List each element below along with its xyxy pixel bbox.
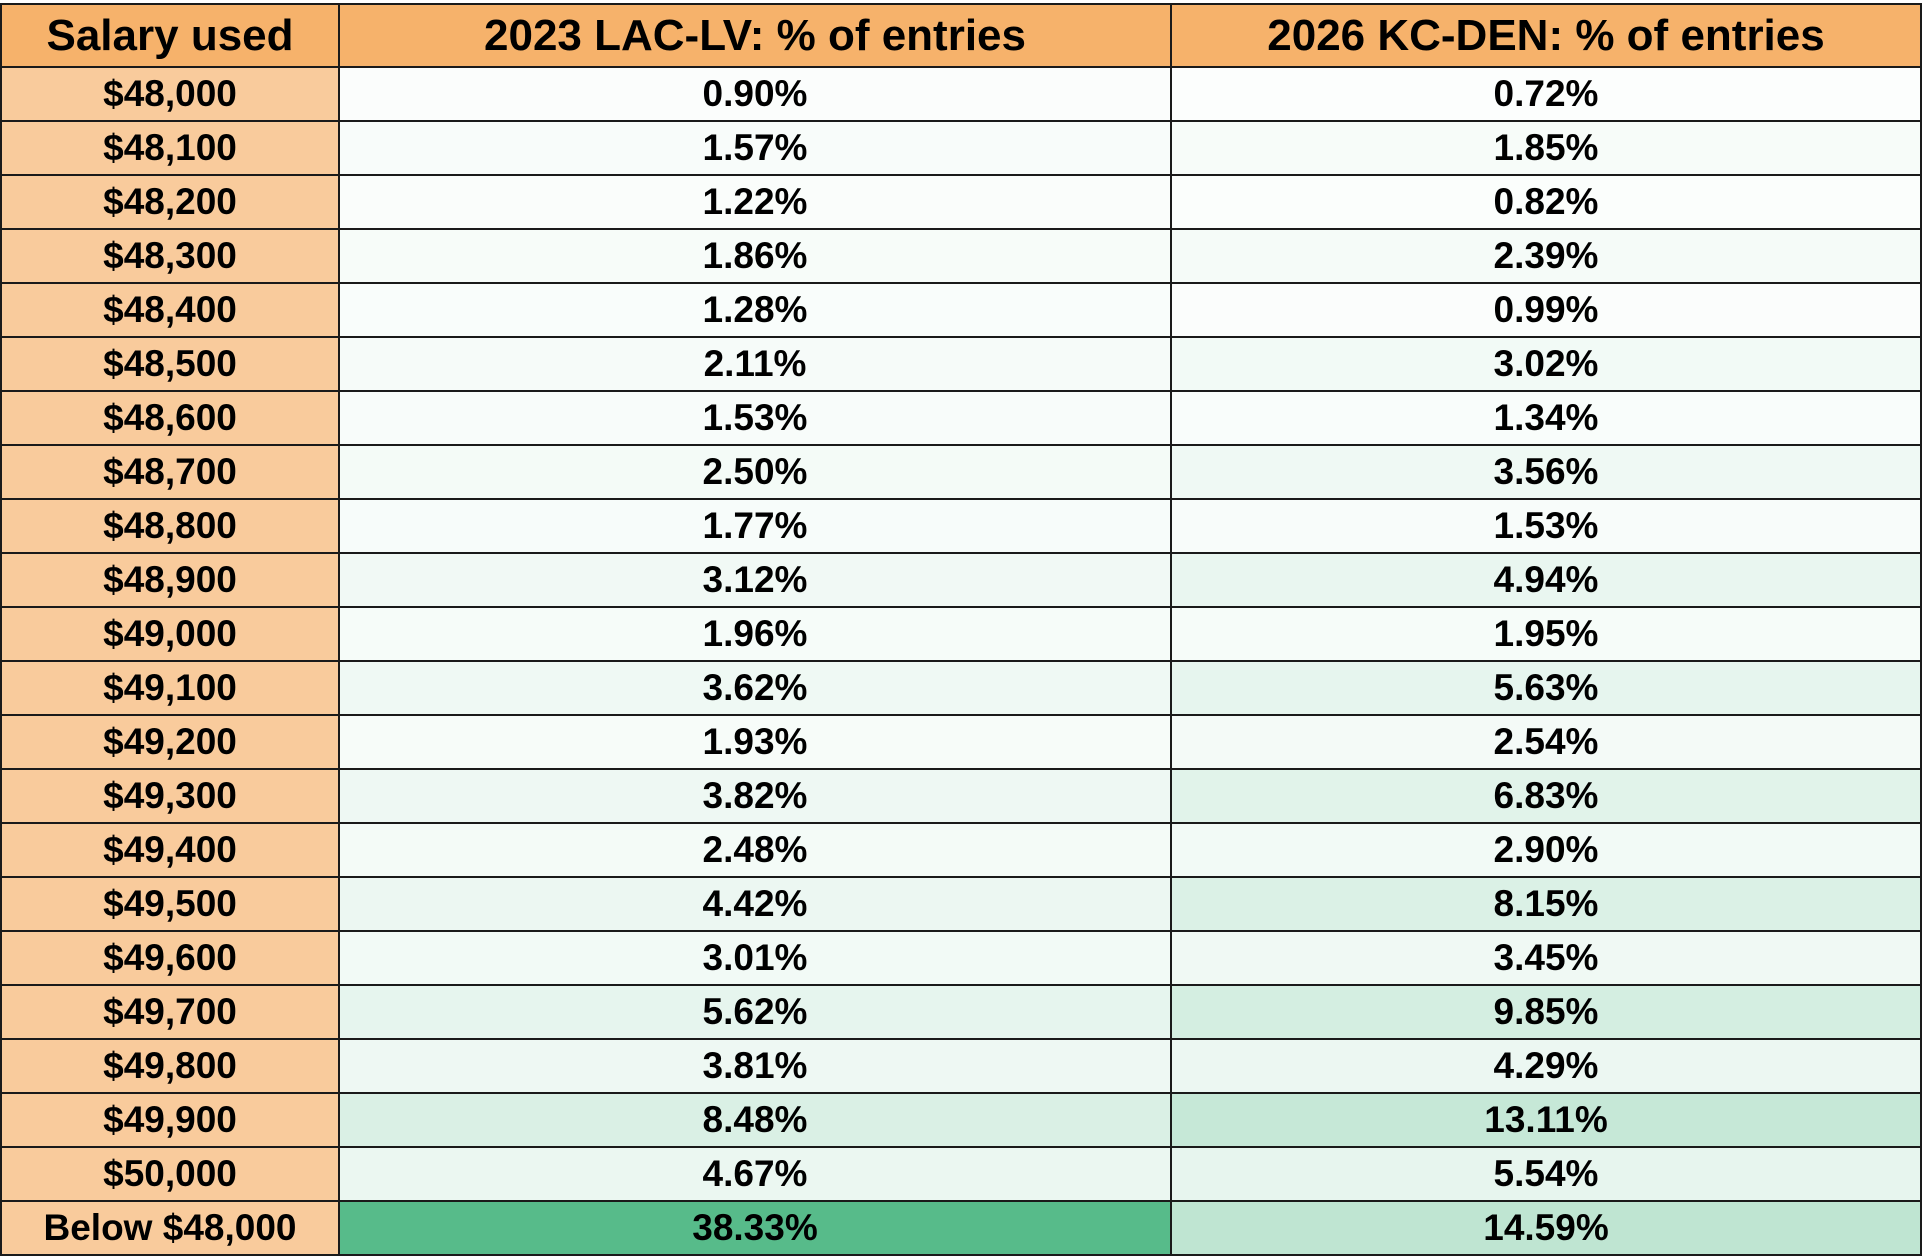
value-cell-2023: 1.93%	[338, 714, 1172, 770]
salary-cell: $49,200	[0, 714, 340, 770]
value-cell-2023: 3.81%	[338, 1038, 1172, 1094]
salary-cell: $50,000	[0, 1146, 340, 1202]
table-row: $48,300 1.86% 2.39%	[0, 228, 1922, 284]
salary-cell: $48,500	[0, 336, 340, 392]
salary-cell: $48,400	[0, 282, 340, 338]
salary-cell: $49,300	[0, 768, 340, 824]
value-cell-2023: 38.33%	[338, 1200, 1172, 1256]
salary-cell: $49,600	[0, 930, 340, 986]
table-row: $49,600 3.01% 3.45%	[0, 930, 1922, 986]
value-cell-2026: 0.72%	[1170, 66, 1922, 122]
value-cell-2026: 1.85%	[1170, 120, 1922, 176]
table-row: $48,200 1.22% 0.82%	[0, 174, 1922, 230]
table-row: $48,700 2.50% 3.56%	[0, 444, 1922, 500]
value-cell-2023: 1.57%	[338, 120, 1172, 176]
value-cell-2023: 1.77%	[338, 498, 1172, 554]
value-cell-2023: 1.53%	[338, 390, 1172, 446]
salary-cell: Below $48,000	[0, 1200, 340, 1256]
table-row: $48,000 0.90% 0.72%	[0, 66, 1922, 122]
table-row: $49,000 1.96% 1.95%	[0, 606, 1922, 662]
table-row: $48,900 3.12% 4.94%	[0, 552, 1922, 608]
table-row: $49,900 8.48% 13.11%	[0, 1092, 1922, 1148]
value-cell-2026: 6.83%	[1170, 768, 1922, 824]
value-cell-2023: 3.62%	[338, 660, 1172, 716]
table-row: $49,500 4.42% 8.15%	[0, 876, 1922, 932]
salary-cell: $49,900	[0, 1092, 340, 1148]
value-cell-2026: 4.29%	[1170, 1038, 1922, 1094]
value-cell-2026: 4.94%	[1170, 552, 1922, 608]
value-cell-2026: 5.63%	[1170, 660, 1922, 716]
value-cell-2023: 4.67%	[338, 1146, 1172, 1202]
value-cell-2026: 3.45%	[1170, 930, 1922, 986]
salary-distribution-table: Salary used 2023 LAC-LV: % of entries 20…	[0, 3, 1922, 1256]
value-cell-2026: 9.85%	[1170, 984, 1922, 1040]
value-cell-2023: 2.11%	[338, 336, 1172, 392]
column-header-2026-kc-den: 2026 KC-DEN: % of entries	[1170, 3, 1922, 68]
value-cell-2023: 1.28%	[338, 282, 1172, 338]
salary-cell: $48,200	[0, 174, 340, 230]
table-row: $49,300 3.82% 6.83%	[0, 768, 1922, 824]
salary-cell: $49,100	[0, 660, 340, 716]
salary-cell: $49,400	[0, 822, 340, 878]
value-cell-2023: 3.82%	[338, 768, 1172, 824]
value-cell-2023: 2.50%	[338, 444, 1172, 500]
value-cell-2026: 2.90%	[1170, 822, 1922, 878]
table-row: $48,800 1.77% 1.53%	[0, 498, 1922, 554]
value-cell-2023: 1.22%	[338, 174, 1172, 230]
salary-cell: $49,800	[0, 1038, 340, 1094]
table-row: Below $48,000 38.33% 14.59%	[0, 1200, 1922, 1256]
salary-cell: $48,600	[0, 390, 340, 446]
column-header-2023-lac-lv: 2023 LAC-LV: % of entries	[338, 3, 1172, 68]
value-cell-2023: 3.12%	[338, 552, 1172, 608]
value-cell-2026: 14.59%	[1170, 1200, 1922, 1256]
table-row: $48,100 1.57% 1.85%	[0, 120, 1922, 176]
table-row: $50,000 4.67% 5.54%	[0, 1146, 1922, 1202]
value-cell-2026: 0.99%	[1170, 282, 1922, 338]
table-row: $49,700 5.62% 9.85%	[0, 984, 1922, 1040]
salary-cell: $49,700	[0, 984, 340, 1040]
table-body: $48,000 0.90% 0.72% $48,100 1.57% 1.85% $48,20…	[0, 66, 1922, 1256]
value-cell-2026: 2.39%	[1170, 228, 1922, 284]
value-cell-2026: 1.34%	[1170, 390, 1922, 446]
value-cell-2026: 2.54%	[1170, 714, 1922, 770]
value-cell-2023: 3.01%	[338, 930, 1172, 986]
table-row: $48,400 1.28% 0.99%	[0, 282, 1922, 338]
table-row: $49,800 3.81% 4.29%	[0, 1038, 1922, 1094]
salary-cell: $48,800	[0, 498, 340, 554]
value-cell-2026: 3.02%	[1170, 336, 1922, 392]
table-row: $49,100 3.62% 5.63%	[0, 660, 1922, 716]
header-row: Salary used 2023 LAC-LV: % of entries 20…	[0, 3, 1922, 68]
value-cell-2026: 8.15%	[1170, 876, 1922, 932]
table-row: $48,500 2.11% 3.02%	[0, 336, 1922, 392]
value-cell-2023: 1.96%	[338, 606, 1172, 662]
value-cell-2023: 4.42%	[338, 876, 1172, 932]
salary-cell: $48,700	[0, 444, 340, 500]
salary-cell: $49,000	[0, 606, 340, 662]
value-cell-2026: 1.53%	[1170, 498, 1922, 554]
salary-cell: $48,100	[0, 120, 340, 176]
value-cell-2026: 3.56%	[1170, 444, 1922, 500]
value-cell-2023: 5.62%	[338, 984, 1172, 1040]
value-cell-2026: 0.82%	[1170, 174, 1922, 230]
value-cell-2026: 5.54%	[1170, 1146, 1922, 1202]
salary-cell: $48,000	[0, 66, 340, 122]
table-row: $49,200 1.93% 2.54%	[0, 714, 1922, 770]
value-cell-2026: 13.11%	[1170, 1092, 1922, 1148]
column-header-salary: Salary used	[0, 3, 340, 68]
salary-cell: $49,500	[0, 876, 340, 932]
salary-cell: $48,300	[0, 228, 340, 284]
value-cell-2023: 2.48%	[338, 822, 1172, 878]
table-row: $48,600 1.53% 1.34%	[0, 390, 1922, 446]
salary-cell: $48,900	[0, 552, 340, 608]
value-cell-2023: 1.86%	[338, 228, 1172, 284]
value-cell-2023: 8.48%	[338, 1092, 1172, 1148]
value-cell-2023: 0.90%	[338, 66, 1172, 122]
value-cell-2026: 1.95%	[1170, 606, 1922, 662]
table-row: $49,400 2.48% 2.90%	[0, 822, 1922, 878]
